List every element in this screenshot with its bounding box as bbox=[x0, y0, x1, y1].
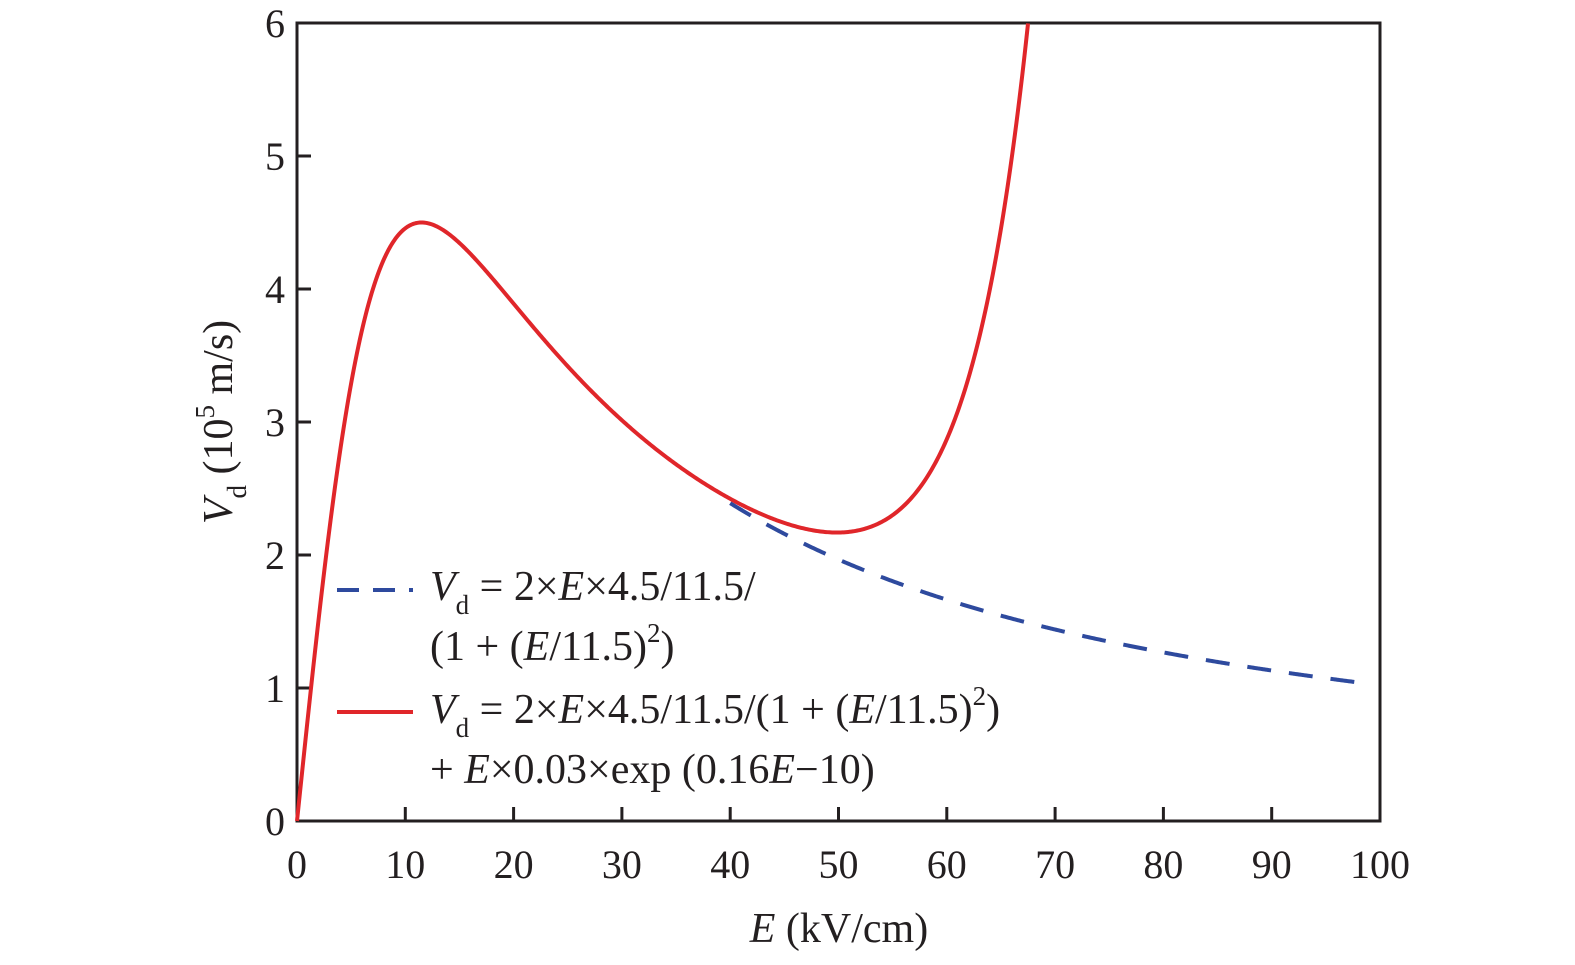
x-axis-label: E (kV/cm) bbox=[749, 906, 928, 952]
y-tick-label: 3 bbox=[265, 400, 285, 445]
series-layer bbox=[295, 23, 1370, 822]
x-tick-label: 100 bbox=[1350, 842, 1410, 887]
x-tick-label: 40 bbox=[710, 842, 750, 887]
x-tick-label: 60 bbox=[927, 842, 967, 887]
x-tick-label: 50 bbox=[819, 842, 859, 887]
legend-label-solid-line2: + E×0.03×exp (0.16E−10) bbox=[430, 747, 875, 793]
legend-label-solid-line1: Vd = 2×E×4.5/11.5/(1 + (E/11.5)2) bbox=[430, 681, 1000, 743]
y-tick-label: 4 bbox=[265, 267, 285, 312]
x-tick-label: 70 bbox=[1035, 842, 1075, 887]
y-axis-label: Vd (105 m/s) bbox=[190, 320, 252, 524]
axis-ticks bbox=[295, 21, 1382, 823]
legend-label-dashed-line1: Vd = 2×E×4.5/11.5/ bbox=[430, 564, 756, 620]
legend-label-dashed-line2: (1 + (E/11.5)2) bbox=[430, 618, 674, 670]
x-tick-label: 20 bbox=[494, 842, 534, 887]
x-tick-label: 0 bbox=[287, 842, 307, 887]
series-line-dashed bbox=[729, 501, 1370, 686]
y-tick-label: 1 bbox=[265, 666, 285, 711]
y-tick-label: 2 bbox=[265, 533, 285, 578]
axis-tick-labels: 0 10 20 30 40 50 60 70 80 90 100 0 1 2 3 4 5 6 bbox=[265, 1, 1410, 887]
y-tick-label: 5 bbox=[265, 134, 285, 179]
legend: Vd = 2×E×4.5/11.5/(1 + (E/11.5)2) Vd = 2×… bbox=[337, 564, 1000, 793]
x-tick-label: 80 bbox=[1143, 842, 1183, 887]
x-tick-label: 30 bbox=[602, 842, 642, 887]
y-tick-label: 6 bbox=[265, 1, 285, 46]
y-tick-label: 0 bbox=[265, 799, 285, 844]
x-tick-label: 90 bbox=[1252, 842, 1292, 887]
x-tick-label: 10 bbox=[385, 842, 425, 887]
series-line-solid bbox=[295, 23, 1031, 822]
